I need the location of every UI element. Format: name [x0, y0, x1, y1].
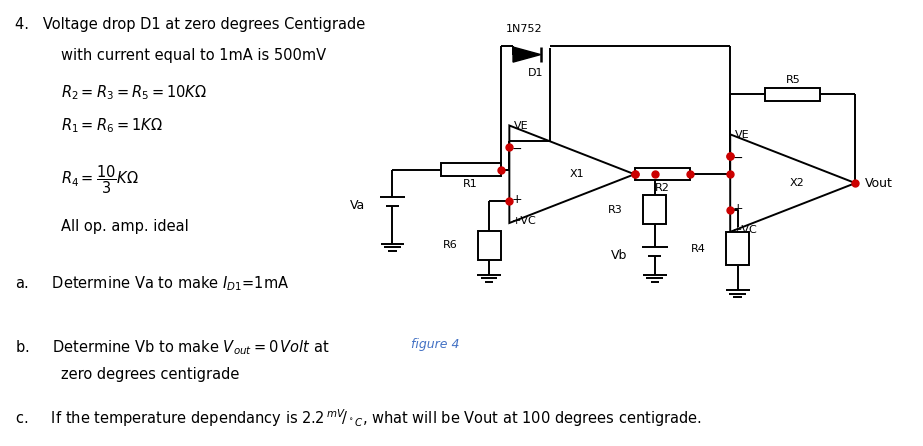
Text: $R_2 = R_3 = R_5 =10K\Omega$: $R_2 = R_3 = R_5 =10K\Omega$ — [61, 83, 207, 102]
Text: Va: Va — [350, 199, 365, 212]
Text: VE: VE — [735, 130, 749, 140]
Text: X2: X2 — [790, 178, 805, 188]
Text: R1: R1 — [463, 179, 478, 190]
Text: 1N752: 1N752 — [506, 24, 543, 34]
Text: +VC: +VC — [733, 225, 758, 235]
Text: R2: R2 — [654, 183, 669, 194]
Bar — [765, 88, 821, 101]
Text: figure 4: figure 4 — [411, 338, 460, 351]
Bar — [441, 163, 500, 177]
Bar — [477, 231, 500, 260]
Text: R5: R5 — [785, 75, 800, 85]
Text: c.     If the temperature dependancy is $2.2\,^{mV}\!/{_{^\circ C}}$, what will : c. If the temperature dependancy is $2.2… — [15, 407, 702, 429]
Bar — [634, 168, 689, 181]
Text: Vout: Vout — [865, 177, 893, 190]
Text: VE: VE — [514, 121, 529, 131]
Text: $R_1 = R_6 =1K\Omega$: $R_1 = R_6 =1K\Omega$ — [61, 116, 162, 135]
Text: $+$: $+$ — [732, 202, 743, 215]
Text: R6: R6 — [443, 240, 458, 250]
Text: +VC: +VC — [512, 216, 537, 226]
Text: $-$: $-$ — [732, 151, 743, 164]
Text: 4.   Voltage drop D1 at zero degrees Centigrade: 4. Voltage drop D1 at zero degrees Centi… — [15, 17, 366, 32]
Text: a.     Determine Va to make $I_{D1}$=1mA: a. Determine Va to make $I_{D1}$=1mA — [15, 274, 290, 293]
Text: D1: D1 — [528, 68, 544, 78]
Text: R3: R3 — [608, 205, 623, 215]
Text: $-$: $-$ — [511, 142, 522, 155]
Polygon shape — [513, 47, 541, 62]
Text: with current equal to 1mA is 500mV: with current equal to 1mA is 500mV — [61, 48, 327, 63]
Text: R4: R4 — [691, 244, 706, 254]
Bar — [643, 195, 666, 224]
Bar — [726, 232, 749, 265]
Text: Vb: Vb — [611, 248, 627, 262]
Text: X1: X1 — [569, 169, 584, 179]
Text: $+$: $+$ — [511, 193, 522, 206]
Text: $R_4 = \dfrac{10}{3}K\Omega$: $R_4 = \dfrac{10}{3}K\Omega$ — [61, 163, 138, 196]
Text: All op. amp. ideal: All op. amp. ideal — [61, 219, 189, 234]
Text: b.     Determine Vb to make $V_{out} =0\,Volt$ at: b. Determine Vb to make $V_{out} =0\,Vol… — [15, 338, 330, 357]
Text: zero degrees centigrade: zero degrees centigrade — [61, 367, 240, 382]
